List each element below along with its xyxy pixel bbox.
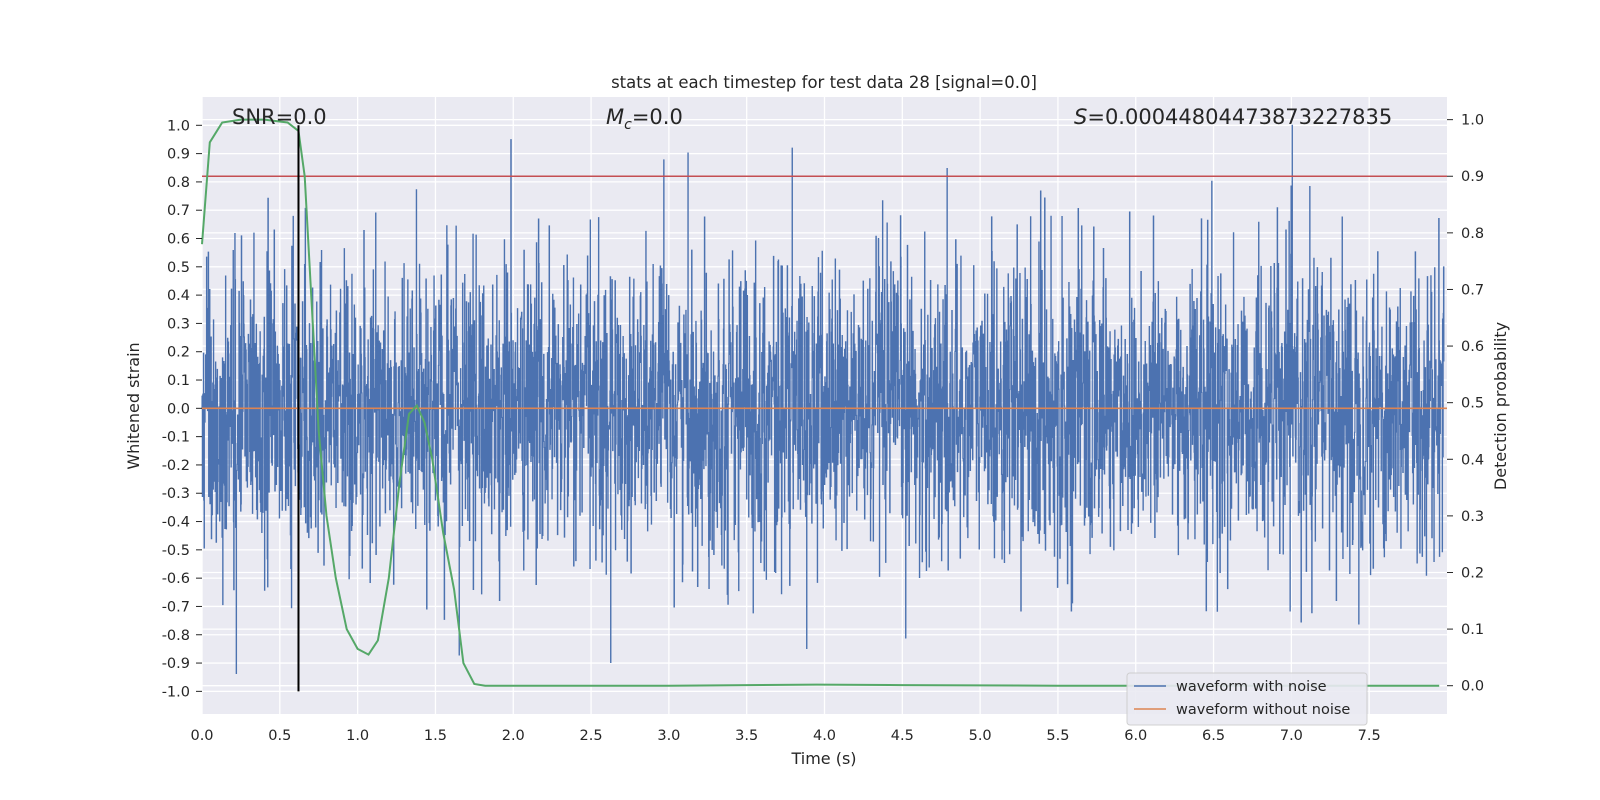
y-tick-label: 0.3 <box>167 316 190 332</box>
legend-label-noise: waveform with noise <box>1176 679 1327 695</box>
y-tick-label: -0.2 <box>162 458 190 474</box>
x-tick-label: 0.5 <box>268 728 291 744</box>
x-axis-label: Time (s) <box>790 749 856 768</box>
ticks: 0.0 0.5 1.0 1.5 2.0 2.5 3.0 3.5 4.0 4.5 5.0 5.5 6.0 6… <box>162 113 1484 744</box>
y2-tick-label: 0.7 <box>1461 282 1484 298</box>
x-tick-label: 5.5 <box>1046 728 1069 744</box>
y-tick-label: -0.4 <box>162 515 190 531</box>
x-tick-label: 7.0 <box>1280 728 1303 744</box>
x-tick-label: 1.5 <box>424 728 447 744</box>
y-tick-label: 1.0 <box>167 118 190 134</box>
waveform-with-noise-line <box>201 124 1445 674</box>
y-tick-label: 0.0 <box>167 401 190 417</box>
x-tick-label: 3.0 <box>657 728 680 744</box>
x-tick-label: 3.5 <box>735 728 758 744</box>
x-tick-label: 7.5 <box>1358 728 1381 744</box>
y-tick-label: 0.1 <box>167 373 190 389</box>
legend-label-clean: waveform without noise <box>1176 702 1350 718</box>
y-tick-label: 0.4 <box>167 288 190 304</box>
x-tick-label: 4.5 <box>891 728 914 744</box>
y-tick-label: 0.6 <box>167 232 190 248</box>
mc-annotation: Mc=0.0 <box>606 105 683 133</box>
x-tick-label: 5.0 <box>969 728 992 744</box>
y2-tick-label: 0.8 <box>1461 226 1484 242</box>
y-tick-label: 0.5 <box>167 260 190 276</box>
y2-tick-label: 1.0 <box>1461 113 1484 129</box>
y2-tick-label: 0.3 <box>1461 509 1484 525</box>
y-tick-label: -1.0 <box>162 684 190 700</box>
y-tick-label: -0.8 <box>162 628 190 644</box>
y-tick-label: -0.7 <box>162 599 190 615</box>
snr-annotation: SNR=0.0 <box>232 105 327 129</box>
x-tick-label: 1.0 <box>346 728 369 744</box>
y-tick-label: -0.5 <box>162 543 190 559</box>
waveform-with-noise-series <box>201 124 1445 674</box>
lines-layer <box>201 118 1447 692</box>
mc-symbol: M <box>606 105 624 129</box>
legend: waveform with noise waveform without noi… <box>1126 672 1368 726</box>
s-symbol: S <box>1074 105 1087 129</box>
y-tick-label: 0.9 <box>167 147 190 163</box>
y-tick-label: 0.2 <box>167 345 190 361</box>
y2-tick-label: 0.4 <box>1461 452 1484 468</box>
y2-tick-label: 0.6 <box>1461 339 1484 355</box>
s-value: =0.00044804473873227835 <box>1087 105 1392 129</box>
x-tick-label: 6.5 <box>1202 728 1225 744</box>
s-annotation: S=0.00044804473873227835 <box>1074 105 1392 129</box>
legend-box <box>1126 672 1368 726</box>
y-tick-label: -0.1 <box>162 430 190 446</box>
x-tick-label: 0.0 <box>190 728 213 744</box>
y2-tick-label: 0.1 <box>1461 622 1484 638</box>
y-tick-label: 0.8 <box>167 175 190 191</box>
y2-tick-label: 0.0 <box>1461 679 1484 695</box>
detection-probability-line <box>201 118 1440 687</box>
mc-subscript: c <box>624 117 632 133</box>
x-tick-label: 6.0 <box>1124 728 1147 744</box>
chart-title: stats at each timestep for test data 28 … <box>611 73 1037 92</box>
mc-value: =0.0 <box>632 105 683 129</box>
y2-tick-label: 0.9 <box>1461 169 1484 185</box>
y2-tick-label: 0.2 <box>1461 565 1484 581</box>
y-tick-label: -0.6 <box>162 571 190 587</box>
y2-axis-label: Detection probability <box>1491 322 1510 490</box>
x-tick-label: 2.0 <box>502 728 525 744</box>
y-tick-label: -0.9 <box>162 656 190 672</box>
y-tick-label: 0.7 <box>167 203 190 219</box>
x-tick-label: 4.0 <box>813 728 836 744</box>
x-tick-label: 2.5 <box>580 728 603 744</box>
y-axis-label: Whitened strain <box>124 342 143 469</box>
y2-tick-label: 0.5 <box>1461 396 1484 412</box>
y-tick-label: -0.3 <box>162 486 190 502</box>
